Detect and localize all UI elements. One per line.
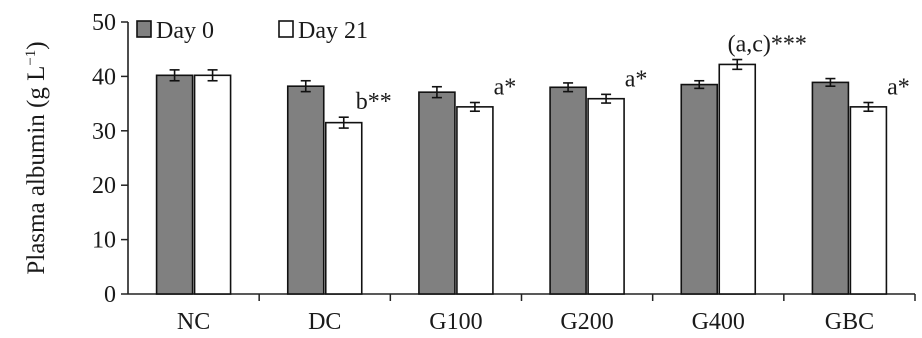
- legend-label-day-21: Day 21: [298, 18, 368, 44]
- significance-label: b**: [356, 89, 392, 115]
- bar-day-21: [849, 106, 888, 295]
- y-tick-label: 20: [92, 173, 116, 199]
- significance-label: a*: [625, 66, 648, 92]
- y-axis-title-text: Plasma albumin (g L: [23, 66, 50, 275]
- legend-swatch-day-21: [278, 20, 294, 38]
- bar-day-0: [549, 86, 587, 295]
- x-tick-label: G400: [692, 309, 745, 335]
- bar-day-0: [155, 74, 194, 295]
- x-tick-label: NC: [177, 309, 210, 335]
- x-tick-label: G200: [560, 309, 613, 335]
- y-tick-label: 10: [92, 228, 116, 254]
- legend: Day 0 Day 21: [136, 18, 368, 44]
- significance-label: a*: [887, 75, 910, 101]
- x-tick-label: DC: [308, 309, 341, 335]
- bar-day-21: [193, 74, 232, 295]
- bar-day-0: [680, 83, 719, 295]
- y-axis-title-unit-superscript: −1: [23, 50, 39, 66]
- bar-day-21: [324, 121, 363, 295]
- y-axis-title: Plasma albumin (g L−1): [23, 41, 50, 274]
- bar-day-21: [587, 97, 625, 295]
- bar-day-21: [718, 63, 757, 295]
- bar-day-0: [418, 91, 456, 295]
- bar-day-0: [811, 81, 850, 295]
- bar-day-21: [456, 106, 494, 295]
- legend-label-day-0: Day 0: [156, 18, 214, 44]
- y-tick-label: 0: [104, 282, 116, 308]
- x-tick-label: GBC: [825, 309, 874, 335]
- plot-area: 0 10 20 30 40 50 NC DC b** G100 a* G200 a* G400 (a,c)*…: [92, 10, 916, 335]
- significance-label: a*: [494, 75, 517, 101]
- y-tick-label: 40: [92, 64, 116, 90]
- y-tick-label: 30: [92, 119, 116, 145]
- bar-day-0: [286, 85, 325, 295]
- y-axis-title-close-paren: ): [23, 41, 50, 49]
- y-tick-label: 50: [92, 10, 116, 36]
- x-tick-label: G100: [429, 309, 482, 335]
- significance-label: (a,c)***: [728, 32, 807, 58]
- legend-swatch-day-0: [136, 20, 152, 38]
